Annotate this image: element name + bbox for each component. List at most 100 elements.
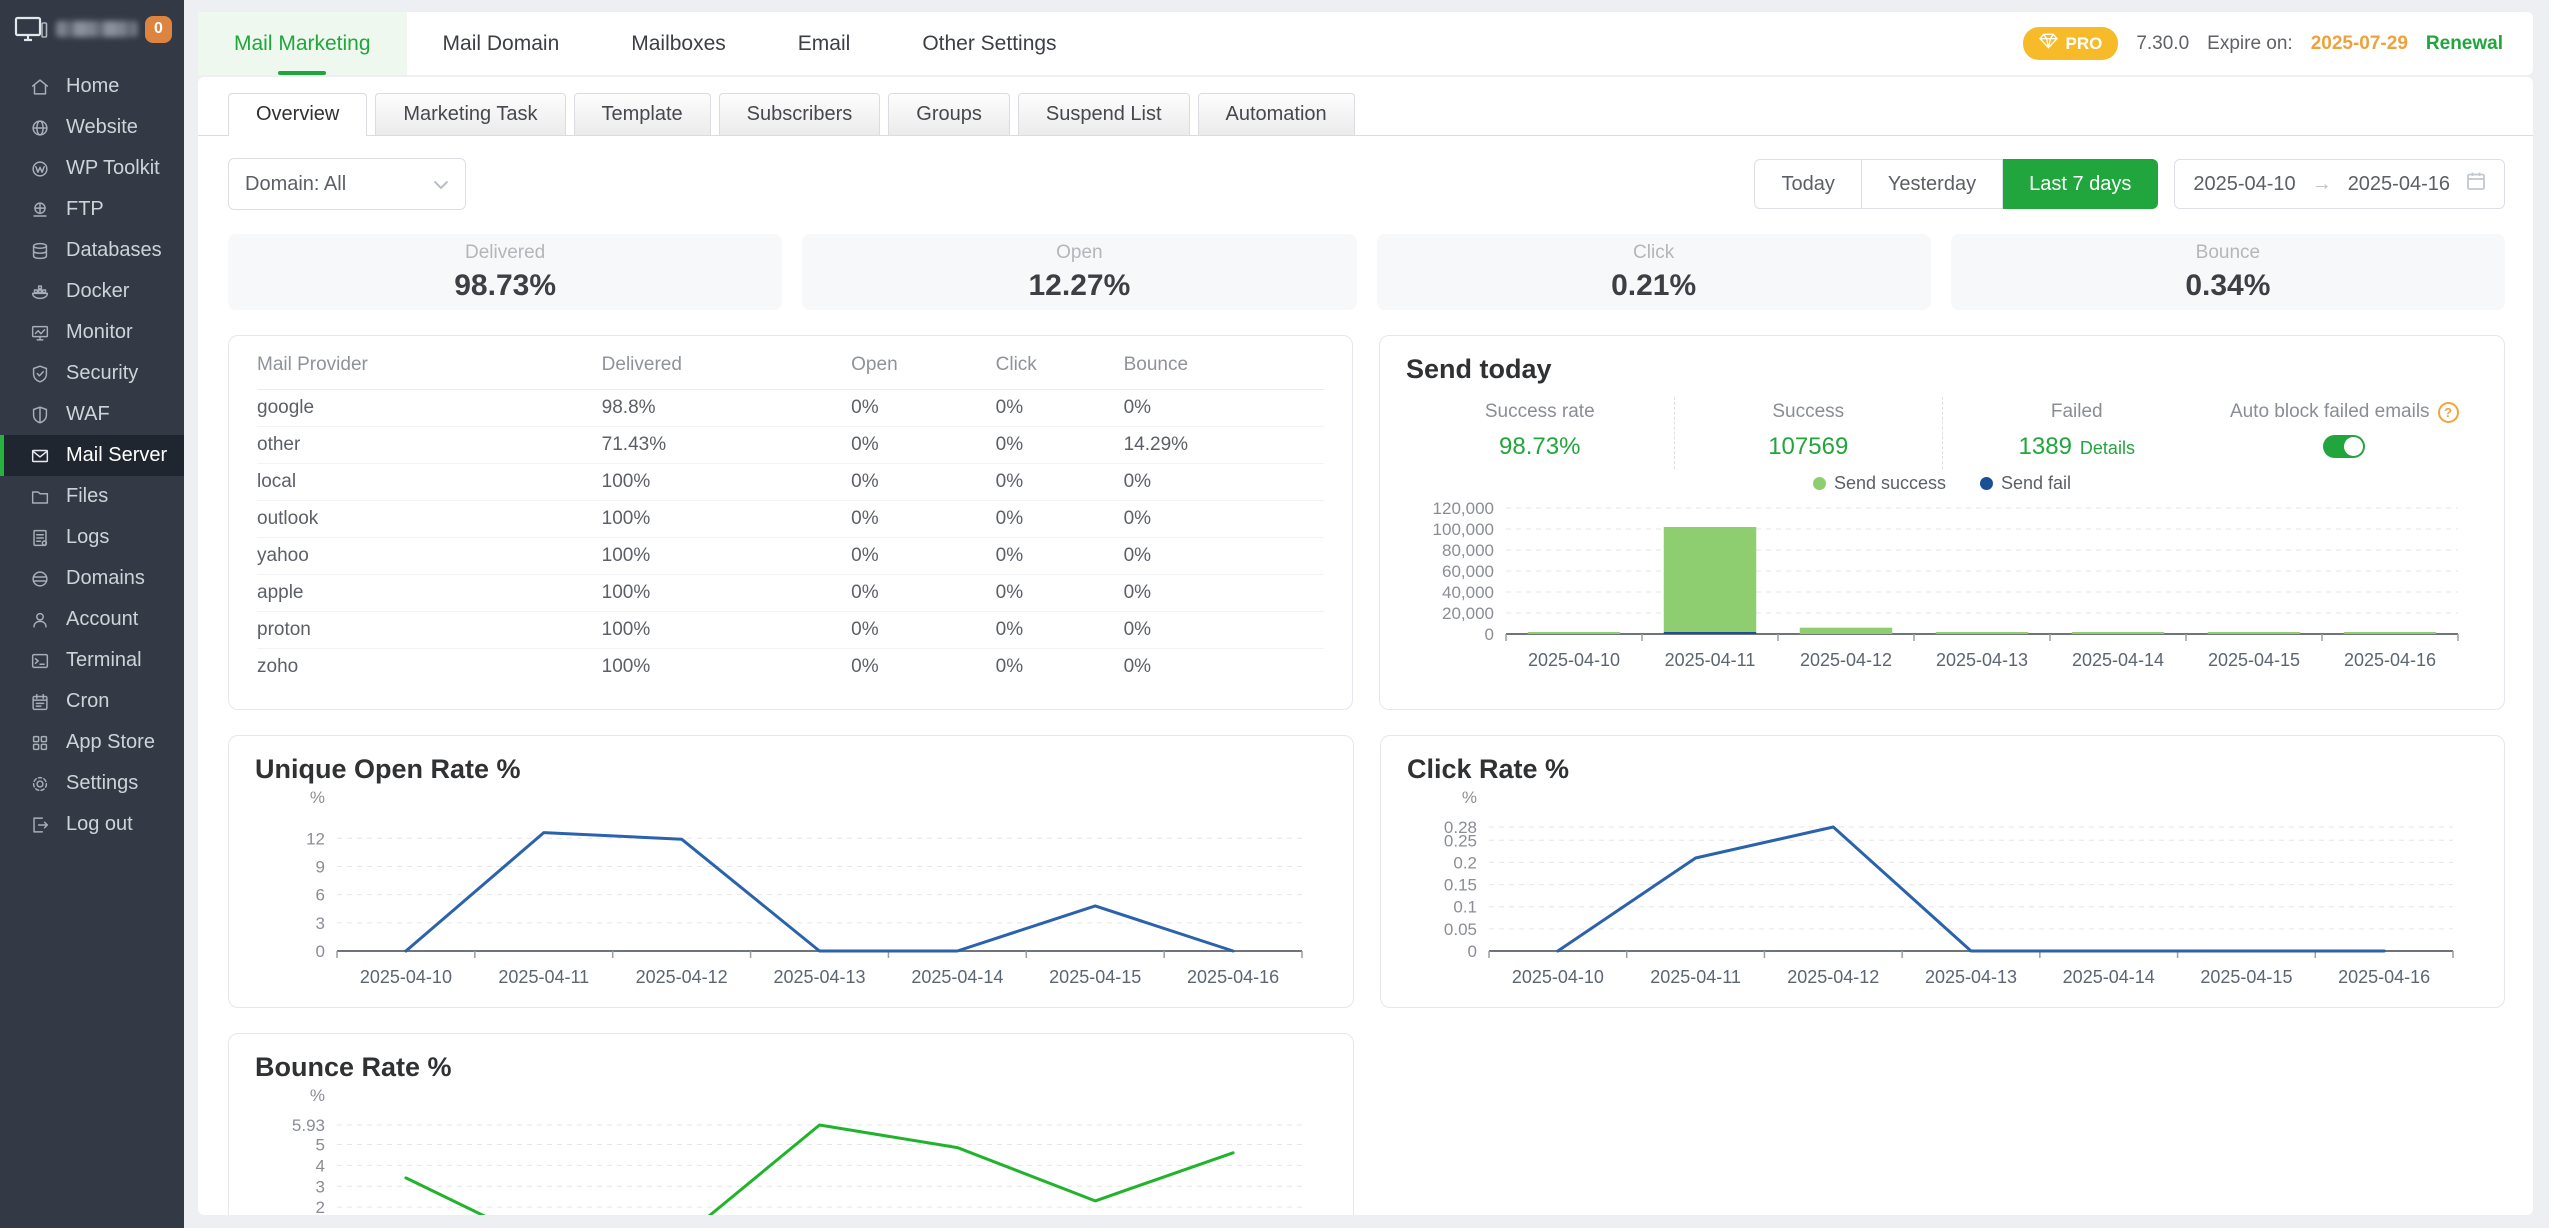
sidebar-item-monitor[interactable]: Monitor [0, 312, 184, 353]
sub-tab-strip: Overview Marketing Task Template Subscriber… [198, 77, 2533, 136]
stat-label: Click [1633, 241, 1675, 263]
failed-details-link[interactable]: Details [2079, 438, 2135, 458]
table-cell: 0% [851, 537, 996, 575]
legend-item-send-success[interactable]: Send success [1812, 473, 1946, 494]
sidebar-item-databases[interactable]: Databases [0, 230, 184, 271]
sub-tab-marketing-task[interactable]: Marketing Task [375, 93, 566, 135]
table-row: local 100% 0% 0% 0% [257, 463, 1324, 501]
legend-item-send-fail[interactable]: Send fail [1980, 473, 2071, 494]
bounce-rate-chart[interactable]: 0123455.93%2025-04-102025-04-112025-04-1… [255, 1083, 1327, 1215]
sidebar-item-log-out[interactable]: Log out [0, 804, 184, 845]
stat-cards: Delivered 98.73% Open 12.27% Click 0.21% Bounc… [228, 234, 2505, 310]
logo-row: 0 [0, 0, 184, 58]
sub-tab-subscribers[interactable]: Subscribers [718, 93, 881, 135]
table-cell: 0% [851, 574, 996, 612]
table-cell: 100% [601, 463, 852, 501]
files-icon [29, 486, 51, 508]
svg-text:0.2: 0.2 [1453, 853, 1477, 872]
account-icon [29, 609, 51, 631]
help-icon[interactable]: ? [2437, 401, 2459, 423]
table-cell: 0% [995, 426, 1124, 464]
provider-table-panel: Mail Provider Delivered Open Click Bounce go… [228, 335, 1353, 710]
notification-badge[interactable]: 0 [145, 15, 172, 43]
sub-tab-template[interactable]: Template [573, 93, 711, 135]
sidebar-item-account[interactable]: Account [0, 599, 184, 640]
top-tab-mail-domain[interactable]: Mail Domain [442, 31, 560, 55]
click-rate-chart[interactable]: 0 0.05 0.1 0.15 0.2 0.25 0.28% 2025-04-10 2025-0… [1407, 785, 2478, 997]
column-header: Click [995, 336, 1124, 390]
empty-cell [1380, 1033, 2505, 1215]
sidebar-item-label: Terminal [66, 649, 142, 671]
sidebar-item-settings[interactable]: Settings [0, 763, 184, 804]
sidebar-item-terminal[interactable]: Terminal [0, 640, 184, 681]
sub-tab-suspend-list[interactable]: Suspend List [1017, 93, 1190, 135]
send-chart-legend: Send success Send fail [1406, 473, 2478, 494]
stat-value: 98.73% [454, 268, 556, 302]
svg-text:3: 3 [316, 1177, 325, 1196]
sidebar-item-files[interactable]: Files [0, 476, 184, 517]
metric-success: Success 107569 [1675, 397, 1943, 469]
bounce-rate-title: Bounce Rate % [255, 1052, 452, 1082]
sidebar-item-cron[interactable]: Cron [0, 681, 184, 722]
main-content: Overview Marketing Task Template Subscriber… [198, 77, 2533, 1215]
svg-text:2025-04-11: 2025-04-11 [1650, 967, 1741, 987]
click-rate-title: Click Rate % [1407, 754, 1570, 784]
stat-label: Bounce [2195, 241, 2261, 263]
sidebar-item-logs[interactable]: Logs [0, 517, 184, 558]
svg-text:2025-04-10: 2025-04-10 [1528, 650, 1620, 670]
range-button-today[interactable]: Today [1754, 159, 1862, 209]
stat-card-delivered: Delivered 98.73% [228, 234, 783, 310]
unique-open-rate-panel: Unique Open Rate % 0 3 6 9 12% 2025-04-10 2025… [228, 735, 1354, 1008]
table-row: yahoo 100% 0% 0% 0% [257, 537, 1324, 575]
table-cell: google [257, 389, 602, 427]
sidebar-item-label: Monitor [66, 321, 133, 343]
sub-tab-overview[interactable]: Overview [228, 93, 368, 136]
table-cell: 0% [995, 537, 1124, 575]
sub-tab-automation[interactable]: Automation [1197, 93, 1355, 135]
svg-text:12: 12 [306, 829, 325, 848]
table-cell: 100% [601, 537, 852, 575]
range-button-yesterday[interactable]: Yesterday [1861, 159, 2004, 209]
sidebar-item-home[interactable]: Home [0, 66, 184, 107]
sidebar-item-wp-toolkit[interactable]: WP Toolkit [0, 148, 184, 189]
ftp-icon [29, 199, 51, 221]
sidebar-item-domains[interactable]: Domains [0, 558, 184, 599]
svg-text:0.05: 0.05 [1444, 920, 1477, 939]
svg-text:3: 3 [316, 914, 325, 933]
renewal-link[interactable]: Renewal [2425, 32, 2503, 54]
top-tab-mail-marketing[interactable]: Mail Marketing [198, 12, 407, 75]
bounce-rate-panel: Bounce Rate % 0123455.93%2025-04-102025-… [228, 1033, 1354, 1215]
sidebar-item-docker[interactable]: Docker [0, 271, 184, 312]
sidebar-item-ftp[interactable]: FTP [0, 189, 184, 230]
sidebar-item-security[interactable]: Security [0, 353, 184, 394]
table-cell: apple [257, 574, 602, 612]
sub-tab-groups[interactable]: Groups [888, 93, 1010, 135]
logout-icon [29, 814, 51, 836]
metric-auto-block: Auto block failed emails ? [2211, 397, 2479, 469]
date-range-picker[interactable]: 2025-04-10 → 2025-04-16 [2174, 159, 2505, 209]
waf-icon [29, 404, 51, 426]
expire-label: Expire on: [2207, 32, 2293, 54]
table-row: apple 100% 0% 0% 0% [257, 574, 1324, 612]
svg-text:%: % [1462, 788, 1477, 807]
svg-text:2025-04-16: 2025-04-16 [1187, 967, 1279, 987]
sidebar-item-label: App Store [66, 731, 155, 753]
sidebar-item-mail-server[interactable]: Mail Server [0, 435, 184, 476]
sidebar-item-app-store[interactable]: App Store [0, 722, 184, 763]
send-today-bar-chart[interactable]: 0 20,000 40,000 60,000 80,000 100,000 120,000 2… [1406, 494, 2478, 699]
domain-filter-select[interactable]: Domain: All [228, 158, 466, 210]
metric-failed: Failed 1389 Details [2018, 401, 2135, 460]
sidebar-item-waf[interactable]: WAF [0, 394, 184, 435]
top-tab-email[interactable]: Email [797, 31, 851, 55]
auto-block-toggle[interactable] [2323, 435, 2366, 458]
unique-open-rate-chart[interactable]: 0 3 6 9 12% 2025-04-10 2025-04-11 2025-04-12 202… [255, 785, 1327, 997]
top-tab-mailboxes[interactable]: Mailboxes [631, 31, 726, 55]
pro-badge[interactable]: PRO [2023, 27, 2119, 60]
top-tab-other-settings[interactable]: Other Settings [922, 31, 1057, 55]
toolbar: Domain: All Today Yesterday Last 7 days 20… [228, 158, 2505, 210]
svg-text:2025-04-15: 2025-04-15 [2208, 650, 2300, 670]
sidebar-item-website[interactable]: Website [0, 107, 184, 148]
wordpress-icon [29, 158, 51, 180]
range-button-last-7-days[interactable]: Last 7 days [2003, 159, 2159, 209]
server-name-blurred [56, 21, 137, 37]
